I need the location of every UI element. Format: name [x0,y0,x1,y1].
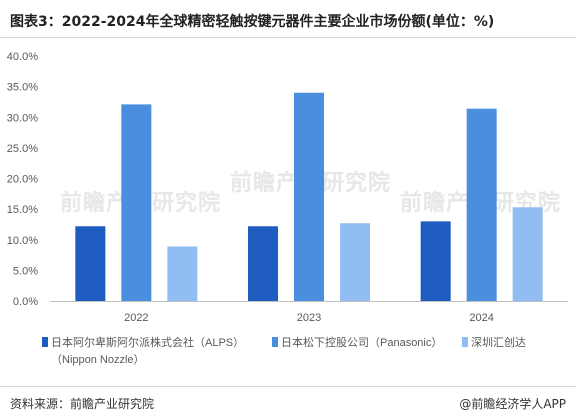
bar-2024-series-2 [466,108,497,301]
bar-2023-series-2 [294,92,324,301]
legend-swatch-3 [462,337,468,347]
source-note: 资料来源：前瞻产业研究院 [10,397,155,411]
bar-2023-series-3 [340,223,370,301]
x-tick-label: 2024 [469,312,493,324]
chart-area: 0.0% 5.0% 10.0% 15.0% 20.0% 25.0% 30.0% 35.0% 40… [0,40,576,385]
y-tick-label: 40.0% [7,51,38,63]
y-tick-label: 25.0% [7,143,38,155]
bar-2024-series-3 [512,207,543,301]
legend-swatch-2 [272,337,278,347]
y-tick-label: 5.0% [13,265,38,277]
x-tick-label: 2022 [124,312,148,324]
bar-2024-series-1 [420,221,451,301]
chart-title: 图表3：2022-2024年全球精密轻触按键元器件主要企业市场份额(单位：%) [10,14,495,30]
y-tick-label: 10.0% [7,235,38,247]
y-tick-label: 20.0% [7,174,38,186]
legend-label-1: 日本阿尔卑斯阿尔派株式会社（ALPS） [51,335,244,349]
legend-label-3: 深圳汇创达 [471,336,526,349]
bar-2022-series-3 [167,246,198,301]
title-bar: 图表3：2022-2024年全球精密轻触按键元器件主要企业市场份额(单位：%) [0,0,576,38]
brand-note: @前瞻经济学人APP [459,397,566,411]
bar-chart: 0.0% 5.0% 10.0% 15.0% 20.0% 25.0% 30.0% 35.0% 40… [7,51,568,366]
y-tick-label: 30.0% [7,112,38,124]
bar-2022-series-2 [121,104,152,301]
y-tick-label: 15.0% [7,204,38,216]
bar-2022-series-1 [75,226,106,301]
bar-2023-series-1 [248,226,278,301]
footer: 资料来源：前瞻产业研究院 @前瞻经济学人APP [0,386,576,417]
y-tick-label: 35.0% [7,82,38,94]
y-tick-label: 0.0% [13,296,38,308]
legend-swatch-1 [42,337,48,347]
x-tick-label: 2023 [297,312,321,324]
legend-label-2: 日本松下控股公司（Panasonic） [281,335,442,349]
legend-label-1: （Nippon Nozzle） [51,353,145,366]
